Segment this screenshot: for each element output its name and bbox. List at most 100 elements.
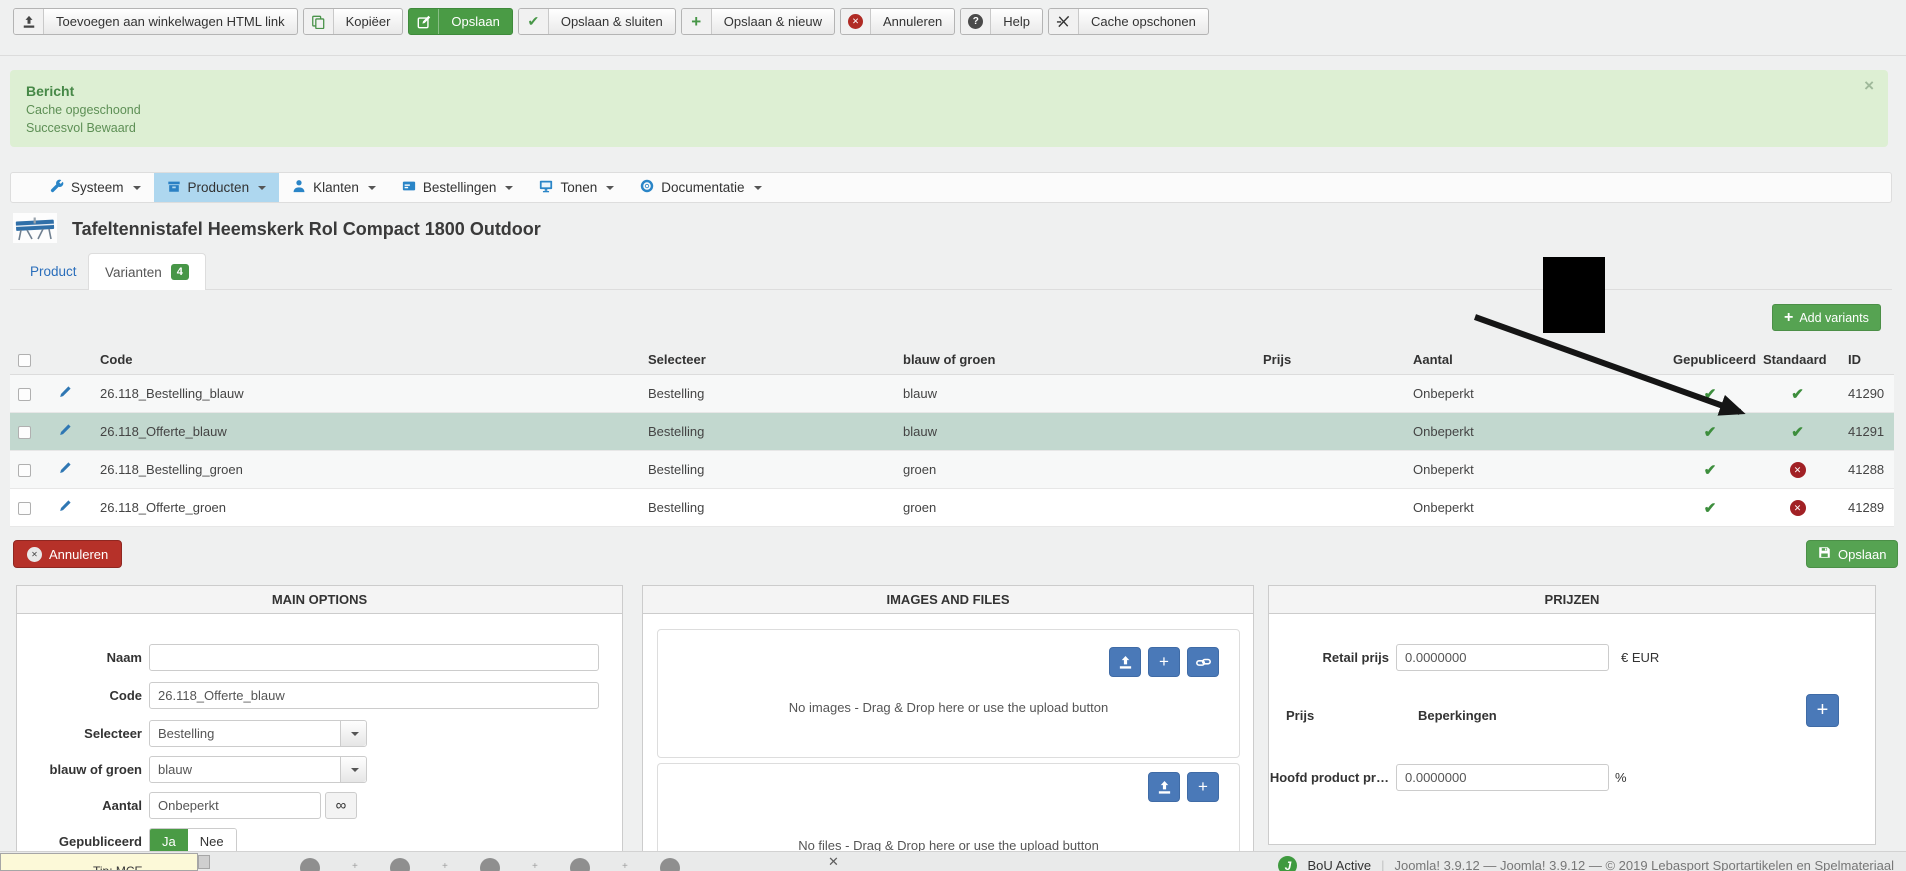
- col-selecteer: Selecteer: [640, 345, 895, 376]
- row-checkbox[interactable]: [18, 426, 31, 440]
- menu-item-documentatie[interactable]: Documentatie: [627, 173, 774, 202]
- save-new-button[interactable]: Opslaan & nieuw: [680, 8, 836, 35]
- selecteer-dropdown[interactable]: Bestelling: [149, 720, 367, 747]
- chevron-down-icon: [350, 731, 359, 736]
- add-image-button[interactable]: +: [1148, 647, 1180, 677]
- images-dropzone[interactable]: + No images - Drag & Drop here or use th…: [657, 629, 1240, 758]
- statusbar-button[interactable]: [300, 858, 320, 871]
- tab-product[interactable]: Product: [30, 264, 77, 279]
- gepubliceerd-label: Gepubliceerd: [58, 833, 142, 849]
- link-image-button[interactable]: [1187, 647, 1219, 677]
- clean-cache-button[interactable]: Cache opschonen: [1048, 8, 1209, 35]
- variants-table: Code Selecteer blauw of groen Prijs Aant…: [10, 345, 1894, 527]
- row-checkbox[interactable]: [18, 502, 31, 516]
- default-check-icon[interactable]: [1791, 425, 1804, 440]
- edit-pencil-icon[interactable]: [58, 499, 72, 516]
- support-ring-icon: [640, 179, 654, 196]
- panel-title: MAIN OPTIONS: [17, 586, 622, 614]
- files-dropzone[interactable]: + No files - Drag & Drop here or use the…: [657, 763, 1240, 862]
- menu-item-systeem[interactable]: Systeem: [37, 173, 154, 202]
- default-cross-icon[interactable]: [1789, 500, 1806, 517]
- upload-file-button[interactable]: [1148, 772, 1180, 802]
- variant-row[interactable]: 26.118_Offerte_blauw Bestelling blauw On…: [10, 412, 1894, 451]
- add-variants-button[interactable]: + Add variants: [1772, 304, 1881, 331]
- edit-pencil-icon[interactable]: [58, 385, 72, 402]
- aantal-label: Aantal: [102, 798, 142, 813]
- published-check-icon[interactable]: [1704, 387, 1717, 402]
- add-to-cart-html-link-button[interactable]: Toevoegen aan winkelwagen HTML link: [13, 8, 298, 35]
- add-price-button[interactable]: +: [1806, 694, 1839, 727]
- row-checkbox[interactable]: [18, 388, 31, 402]
- edit-pencil-icon[interactable]: [58, 461, 72, 478]
- variant-selecteer: Bestelling: [648, 424, 705, 440]
- statusbar-button[interactable]: [390, 858, 410, 871]
- row-checkbox[interactable]: [18, 464, 31, 478]
- menu-item-tonen[interactable]: Tonen: [526, 173, 627, 202]
- published-check-icon[interactable]: [1704, 425, 1717, 440]
- tooltip-resize-handle[interactable]: [198, 855, 210, 869]
- wrench-icon: [50, 179, 64, 196]
- infinity-icon[interactable]: ∞: [325, 792, 357, 819]
- retail-prijs-input[interactable]: [1396, 644, 1609, 671]
- select-all-checkbox[interactable]: [18, 354, 31, 368]
- statusbar-button[interactable]: [480, 858, 500, 871]
- plugin-status: BoU Active: [1307, 858, 1372, 871]
- published-check-icon[interactable]: [1704, 501, 1717, 516]
- menu-item-klanten[interactable]: Klanten: [279, 173, 389, 202]
- currency-label: € EUR: [1621, 650, 1660, 665]
- variant-selecteer: Bestelling: [648, 462, 705, 478]
- add-file-button[interactable]: +: [1187, 772, 1219, 802]
- save-close-button[interactable]: Opslaan & sluiten: [517, 8, 676, 35]
- variant-code: 26.118_Bestelling_blauw: [100, 386, 244, 402]
- close-icon[interactable]: [828, 854, 839, 870]
- aantal-input[interactable]: [149, 792, 321, 819]
- edit-icon: [409, 9, 440, 34]
- plus-icon: +: [1784, 308, 1794, 326]
- naam-input[interactable]: [149, 644, 599, 671]
- variants-cancel-button[interactable]: Annuleren: [13, 540, 123, 568]
- variants-save-button[interactable]: Opslaan: [1806, 540, 1899, 568]
- variant-id: 41288: [1848, 462, 1885, 478]
- code-input[interactable]: [149, 682, 599, 709]
- save-button[interactable]: Opslaan: [408, 8, 513, 35]
- toggle-ja[interactable]: Ja: [150, 829, 188, 853]
- menu-item-producten[interactable]: Producten: [153, 173, 280, 202]
- copy-button[interactable]: Kopiëer: [302, 8, 404, 35]
- cancel-icon: [848, 14, 864, 29]
- statusbar-button[interactable]: [570, 858, 590, 871]
- col-standaard: Standaard: [1755, 345, 1840, 376]
- variant-aantal: Onbeperkt: [1413, 424, 1474, 440]
- variant-prijs: [1255, 413, 1405, 451]
- default-cross-icon[interactable]: [1789, 462, 1806, 479]
- message-line: Succesvol Bewaard: [26, 121, 136, 135]
- toggle-nee[interactable]: Nee: [187, 829, 236, 853]
- published-check-icon[interactable]: [1704, 463, 1717, 478]
- variant-id: 41290: [1848, 386, 1885, 402]
- upload-image-button[interactable]: [1109, 647, 1141, 677]
- cancel-button[interactable]: Annuleren: [840, 8, 956, 35]
- statusbar-button[interactable]: [660, 858, 680, 871]
- variant-row[interactable]: 26.118_Bestelling_groen Bestelling groen…: [10, 450, 1894, 489]
- upload-icon: [14, 9, 44, 34]
- edit-pencil-icon[interactable]: [58, 423, 72, 440]
- variant-code: 26.118_Offerte_groen: [100, 500, 227, 516]
- variant-row[interactable]: 26.118_Offerte_groen Bestelling groen On…: [10, 488, 1894, 527]
- check-icon: [518, 9, 549, 34]
- close-icon[interactable]: ×: [1864, 76, 1874, 95]
- status-tooltip: Tip: MCE: [0, 853, 198, 871]
- cache-clean-icon: [1049, 9, 1080, 34]
- hoofd-product-label: Hoofd product pr…: [1269, 770, 1389, 785]
- panel-title: IMAGES AND FILES: [643, 586, 1253, 614]
- col-prijs: Prijs: [1255, 345, 1405, 376]
- menu-item-bestellingen[interactable]: Bestellingen: [389, 173, 527, 202]
- chevron-down-icon: [505, 185, 514, 190]
- tab-varianten[interactable]: Varianten 4: [88, 253, 206, 290]
- box-icon: [167, 179, 181, 196]
- hoofd-product-input[interactable]: [1396, 764, 1609, 791]
- help-button[interactable]: Help: [960, 8, 1044, 35]
- kleur-dropdown[interactable]: blauw: [149, 756, 367, 783]
- prijs-label: Prijs: [1286, 708, 1315, 723]
- variant-row[interactable]: 26.118_Bestelling_blauw Bestelling blauw…: [10, 374, 1894, 413]
- default-check-icon[interactable]: [1791, 387, 1804, 402]
